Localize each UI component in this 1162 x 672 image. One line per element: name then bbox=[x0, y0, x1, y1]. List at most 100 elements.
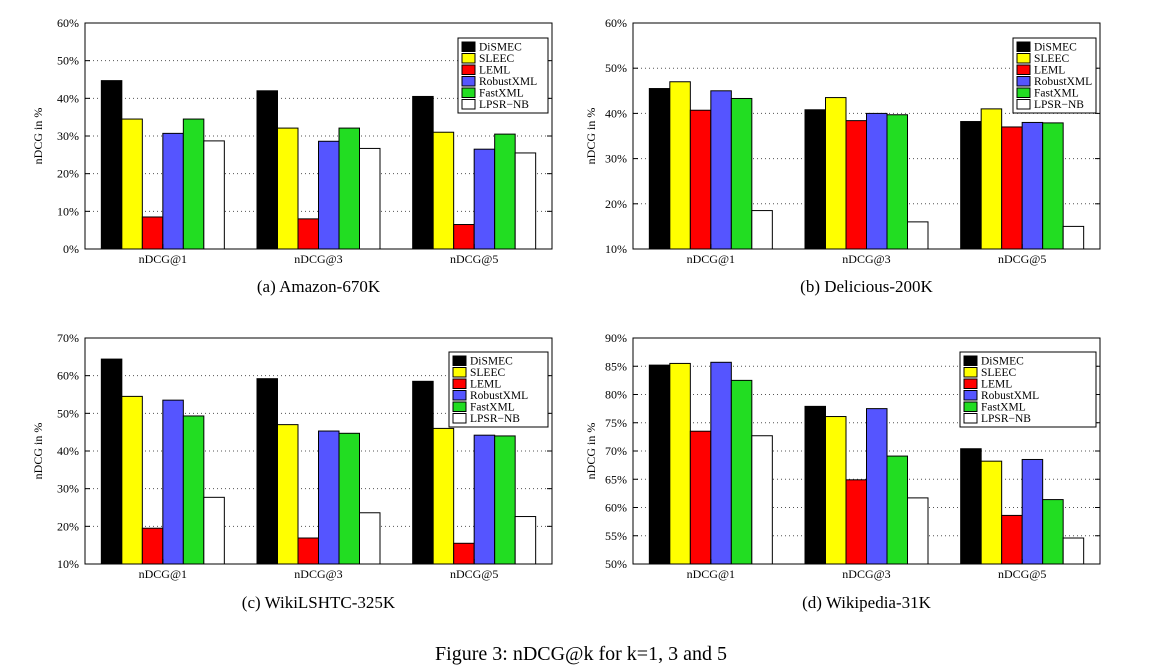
legend-label: LEML bbox=[981, 379, 1012, 391]
bar bbox=[804, 109, 826, 250]
bar bbox=[1062, 225, 1085, 250]
x-tick-label: nDCG@5 bbox=[998, 252, 1046, 266]
legend-swatch bbox=[461, 99, 476, 110]
bar bbox=[960, 448, 982, 565]
legend-label: SLEEC bbox=[479, 53, 514, 65]
bar bbox=[359, 147, 381, 250]
y-axis-label: nDCG in % bbox=[584, 423, 598, 480]
legend-label: RobustXML bbox=[479, 76, 537, 88]
y-tick-label: 55% bbox=[605, 529, 627, 543]
legend-label: RobustXML bbox=[470, 390, 528, 402]
bar bbox=[1001, 514, 1023, 565]
y-tick-label: 50% bbox=[57, 54, 79, 68]
y-tick-label: 65% bbox=[605, 472, 627, 486]
legend-swatch bbox=[1016, 87, 1031, 98]
chart-panel-wikipedia: 50% 55% 60% 65% 70% 75% 80% 85% 90% nDCG in % nDCG… bbox=[584, 331, 1101, 612]
legend-label: DiSMEC bbox=[1034, 42, 1077, 54]
legend-swatch bbox=[1016, 41, 1031, 52]
bar bbox=[648, 364, 671, 565]
legend-label: LEML bbox=[1034, 65, 1065, 77]
legend-label: RobustXML bbox=[1034, 76, 1092, 88]
legend-swatch bbox=[963, 378, 978, 389]
plot-frame bbox=[84, 337, 553, 565]
y-axis-label: nDCG in % bbox=[584, 108, 598, 165]
bar bbox=[689, 109, 712, 250]
legend-swatch bbox=[1016, 64, 1031, 75]
bar bbox=[256, 90, 278, 250]
bar bbox=[1042, 499, 1064, 565]
bar bbox=[730, 379, 753, 565]
bar bbox=[751, 435, 773, 565]
y-tick-label: 10% bbox=[57, 557, 79, 571]
bar bbox=[980, 108, 1003, 250]
bar bbox=[318, 140, 340, 250]
x-tick-label: nDCG@5 bbox=[450, 567, 498, 581]
bar bbox=[412, 380, 434, 565]
legend-swatch bbox=[452, 413, 467, 424]
bar bbox=[514, 152, 537, 250]
legend-label: LPSR−NB bbox=[470, 413, 520, 425]
y-tick-label: 40% bbox=[57, 444, 79, 458]
bar bbox=[514, 516, 537, 565]
legend-swatch bbox=[452, 390, 467, 401]
legend-label: LEML bbox=[479, 65, 510, 77]
y-tick-label: 75% bbox=[605, 416, 627, 430]
y-tick-label: 70% bbox=[605, 444, 627, 458]
legend-label: SLEEC bbox=[470, 367, 505, 379]
bar bbox=[886, 455, 908, 565]
bar bbox=[277, 127, 299, 250]
bar bbox=[203, 496, 225, 565]
legend-label: DiSMEC bbox=[470, 356, 513, 368]
bar bbox=[689, 430, 712, 565]
x-tick-label: nDCG@3 bbox=[294, 252, 342, 266]
bar bbox=[412, 95, 434, 250]
bar bbox=[960, 121, 982, 250]
bar bbox=[1021, 121, 1044, 250]
bar bbox=[980, 460, 1003, 565]
bar bbox=[141, 527, 164, 565]
bar bbox=[182, 415, 205, 565]
legend-label: FastXML bbox=[470, 402, 515, 414]
bar bbox=[182, 118, 205, 250]
bar bbox=[432, 427, 455, 565]
bar bbox=[648, 88, 671, 250]
y-tick-label: 50% bbox=[57, 406, 79, 420]
legend-swatch bbox=[963, 390, 978, 401]
chart-panel-wikilshtc: 10% 20% 30% 40% 50% 60% 70% nDCG in % nDCG@1 nDCG… bbox=[31, 331, 553, 612]
y-tick-label: 10% bbox=[605, 242, 627, 256]
bar bbox=[297, 218, 319, 250]
bar bbox=[121, 118, 143, 250]
bar bbox=[907, 497, 929, 565]
bar bbox=[669, 81, 691, 250]
bar bbox=[710, 361, 732, 565]
x-tick-label: nDCG@1 bbox=[687, 567, 735, 581]
legend-swatch bbox=[461, 76, 476, 87]
legend-label: DiSMEC bbox=[981, 356, 1024, 368]
x-tick-label: nDCG@5 bbox=[450, 252, 498, 266]
bar bbox=[845, 479, 867, 565]
y-tick-label: 40% bbox=[605, 106, 627, 120]
chart-caption: (c) WikiLSHTC-325K bbox=[242, 593, 396, 612]
plot-frame bbox=[84, 22, 553, 250]
chart-panel-delicious: 10% 20% 30% 40% 50% 60% nDCG in % nDCG@1 nDCG@3 n… bbox=[584, 16, 1101, 296]
bar bbox=[432, 131, 455, 250]
bar bbox=[669, 362, 691, 565]
bar bbox=[825, 97, 847, 250]
y-tick-label: 60% bbox=[57, 369, 79, 383]
y-tick-label: 0% bbox=[63, 242, 79, 256]
legend-swatch bbox=[963, 413, 978, 424]
legend-label: FastXML bbox=[981, 402, 1026, 414]
bar bbox=[1062, 537, 1085, 565]
bar bbox=[710, 90, 732, 250]
y-axis-label: nDCG in % bbox=[31, 108, 45, 165]
legend-swatch bbox=[452, 367, 467, 378]
y-tick-label: 40% bbox=[57, 91, 79, 105]
bar bbox=[1042, 122, 1064, 250]
bar bbox=[297, 537, 319, 565]
bar bbox=[494, 435, 516, 565]
bar bbox=[886, 114, 908, 250]
legend-box bbox=[959, 351, 1097, 428]
legend-label: LPSR−NB bbox=[1034, 99, 1084, 111]
y-axis-label: nDCG in % bbox=[31, 423, 45, 480]
